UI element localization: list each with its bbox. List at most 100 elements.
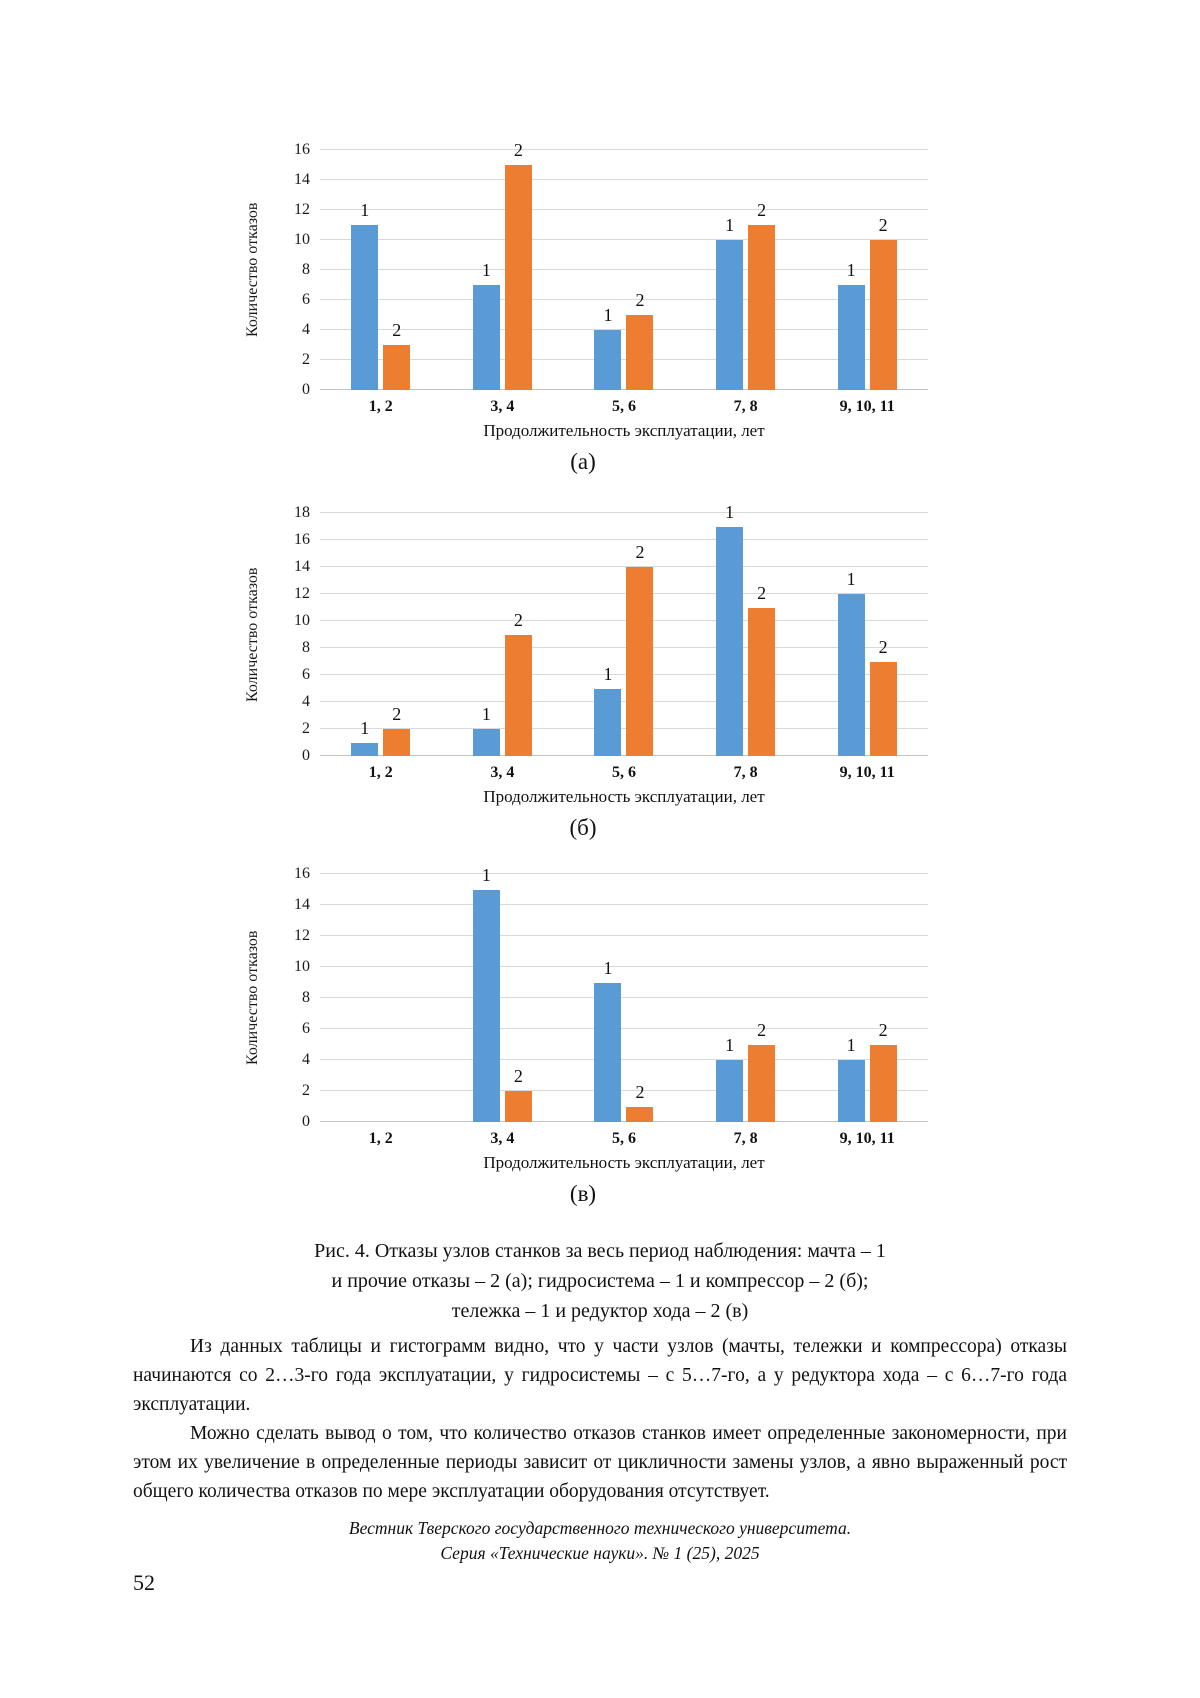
bar-series-2: 2 [626,543,654,756]
y-axis-ticks: 0 2 4 6 8 10 12 14 16 [268,142,320,398]
bar-data-label: 2 [757,582,767,603]
chart-letter-label: (б) [569,815,597,840]
gridline [320,1090,928,1091]
bar-slot: 2 [626,513,654,756]
y-axis-ticks: 0 2 4 6 8 10 12 14 16 [268,866,320,1130]
caption-line: Рис. 4. Отказы узлов станков за весь пер… [314,1240,886,1262]
category-label: 3, 4 [490,398,515,415]
gridline [320,728,928,729]
y-tick-label: 10 [294,958,310,975]
y-tick-label: 0 [302,1113,310,1130]
x-axis-title: Продолжительность эксплуатации, лет [483,787,765,806]
bar-data-label: 1 [603,957,613,978]
gridline [320,904,928,905]
bar-slot: 2 [869,150,897,390]
x-axis-labels: 1, 2 3, 4 5, 6 7, 8 9, 10, 11 [320,1128,928,1150]
category-label: 7, 8 [733,1130,758,1147]
bar-slot: 1 [716,503,744,756]
gridline [320,539,928,540]
bar-group [320,874,442,1122]
chart-letter-label: (а) [570,449,596,474]
y-tick-label: 4 [302,693,310,710]
bar-data-label: 2 [878,215,888,235]
bar-slot: 1 [594,513,622,756]
body-text: Из данных таблицы и гистограмм видно, чт… [133,1332,1067,1506]
bar-series-1: 1 [472,705,500,756]
y-tick-label: 16 [294,531,310,548]
gridline [320,647,928,648]
gridline [320,566,928,567]
bar-slot: 1 [351,513,379,756]
gridline [320,269,928,270]
bar-slot: 1 [472,513,500,756]
y-tick-label: 2 [302,720,310,737]
gridline [320,701,928,702]
bar-data-label: 2 [513,1066,523,1086]
category-label: 9, 10, 11 [839,398,895,415]
bar-slot: 2 [504,141,532,390]
y-tick-label: 12 [294,201,310,218]
bar-slot: 2 [383,513,411,756]
y-tick-label: 14 [294,896,310,913]
gridline [320,620,928,621]
bar-series-1: 1 [351,719,379,756]
bar-slot: 1 [716,874,744,1122]
bar-slot [351,874,378,1122]
bar-data-label: 1 [725,215,735,235]
bar-data-label: 2 [878,636,888,657]
bar-slot: 1 [351,150,379,390]
bar-series-2: 2 [383,321,411,390]
bar-series-1: 1 [472,866,500,1122]
bar-slot: 2 [626,874,654,1122]
y-tick-label: 2 [302,1082,310,1099]
gridline [320,873,928,874]
y-tick-label: 6 [302,291,310,308]
bar-data-label: 1 [481,864,491,885]
bar-data-label: 2 [513,140,523,160]
bar-slot: 2 [626,150,654,390]
y-tick-label: 2 [302,351,310,368]
bar-slot: 1 [837,513,865,756]
bar-data-label: 2 [635,290,645,310]
chart-letter-label: (в) [569,1181,597,1206]
bar-data-label: 2 [635,542,645,562]
y-tick-label: 8 [302,261,310,278]
category-label: 5, 6 [611,764,636,781]
y-tick-label: 6 [302,1020,310,1037]
category-label: 7, 8 [733,764,758,781]
y-tick-label: 0 [302,747,310,764]
bar-series-2: 2 [504,1067,532,1122]
category-label: 1, 2 [368,1130,393,1147]
x-axis-title: Продолжительность эксплуатации, лет [483,1153,765,1172]
bar-slot: 1 [716,150,744,390]
bar-slot: 2 [504,874,532,1122]
y-tick-label: 6 [302,666,310,684]
bar-data-label: 1 [846,260,856,280]
bar-data-label: 1 [481,260,491,280]
gridline [320,239,928,240]
x-axis-labels: 1, 2 3, 4 5, 6 7, 8 9, 10, 11 [320,762,928,784]
bar-series-1: 1 [594,665,622,756]
category-label: 9, 10, 11 [839,1130,895,1147]
bar-data-label: 1 [846,569,856,589]
category-label: 1, 2 [368,764,393,781]
paragraph: Можно сделать вывод о том, что количеств… [133,1423,1067,1502]
bar-data-label: 2 [392,704,402,724]
gridline [320,1121,928,1122]
x-axis-labels: 1, 2 3, 4 5, 6 7, 8 9, 10, 11 [320,396,928,418]
y-tick-label: 4 [302,1051,310,1068]
bar-series-2: 2 [626,291,654,390]
gridline [320,359,928,360]
gridline [320,329,928,330]
